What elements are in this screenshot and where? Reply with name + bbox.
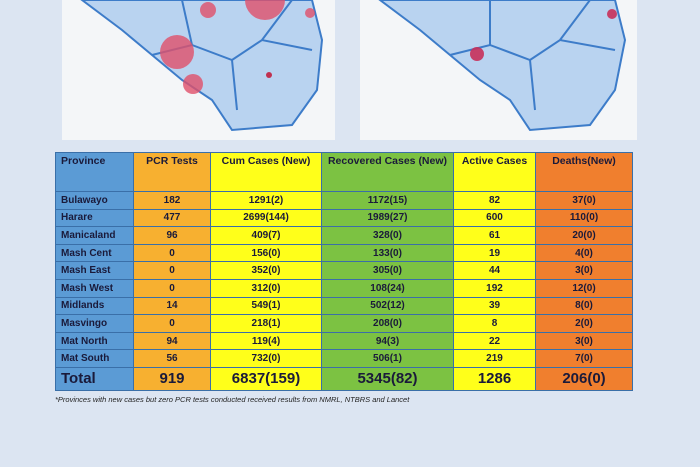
table-row: Total 919 6837(159) 5345(82) 1286 206(0) xyxy=(55,366,633,391)
table-cell: 56 xyxy=(133,349,211,368)
table-row: Mash West 0 312(0) 108(24) 192 12(0) xyxy=(55,278,633,298)
table-cell: Bulawayo xyxy=(55,191,134,210)
table-cell: 312(0) xyxy=(210,278,322,298)
footnote: *Provinces with new cases but zero PCR t… xyxy=(55,395,410,404)
table-cell: 1989(27) xyxy=(321,208,454,228)
table-cell: 328(0) xyxy=(321,226,454,245)
table-cell: 477 xyxy=(133,208,211,228)
table-row: Midlands 14 549(1) 502(12) 39 8(0) xyxy=(55,296,633,316)
table-cell: Manicaland xyxy=(55,226,134,245)
table-cell: 82 xyxy=(453,191,536,210)
table-row: Province PCR Tests Cum Cases (New) Recovere… xyxy=(55,152,633,192)
table-cell: 0 xyxy=(133,314,211,333)
table-cell: 352(0) xyxy=(210,261,322,280)
table-row: Mash East 0 352(0) 305(0) 44 3(0) xyxy=(55,261,633,280)
table-cell: 409(7) xyxy=(210,226,322,245)
table-cell: 3(0) xyxy=(535,261,633,280)
table-cell: 208(0) xyxy=(321,314,454,333)
header-cell: Recovered Cases (New) xyxy=(321,152,454,192)
table-row: Mash Cent 0 156(0) 133(0) 19 4(0) xyxy=(55,243,633,263)
table-row: Bulawayo 182 1291(2) 1172(15) 82 37(0) xyxy=(55,191,633,210)
table-cell: 7(0) xyxy=(535,349,633,368)
table-cell: 1291(2) xyxy=(210,191,322,210)
table-cell: 919 xyxy=(133,366,211,391)
table-row: Mat South 56 732(0) 506(1) 219 7(0) xyxy=(55,349,633,368)
header-cell: Province xyxy=(55,152,134,192)
table-cell: 206(0) xyxy=(535,366,633,391)
covid-table: Province PCR Tests Cum Cases (New) Recovere… xyxy=(55,152,633,391)
table-row: Manicaland 96 409(7) 328(0) 61 20(0) xyxy=(55,226,633,245)
table-cell: 506(1) xyxy=(321,349,454,368)
table-cell: 502(12) xyxy=(321,296,454,316)
table-cell: 0 xyxy=(133,243,211,263)
table-cell: 12(0) xyxy=(535,278,633,298)
table-cell: 182 xyxy=(133,191,211,210)
table-cell: Harare xyxy=(55,208,134,228)
table-cell: 3(0) xyxy=(535,331,633,351)
table-cell: 44 xyxy=(453,261,536,280)
table-cell: Mash West xyxy=(55,278,134,298)
header-cell: Deaths(New) xyxy=(535,152,633,192)
table-cell: 22 xyxy=(453,331,536,351)
table-cell: Total xyxy=(55,366,134,391)
table-cell: 2(0) xyxy=(535,314,633,333)
table-cell: 96 xyxy=(133,226,211,245)
table-cell: 39 xyxy=(453,296,536,316)
table-cell: 8 xyxy=(453,314,536,333)
table-cell: 156(0) xyxy=(210,243,322,263)
table-cell: 6837(159) xyxy=(210,366,322,391)
table-cell: 37(0) xyxy=(535,191,633,210)
table-cell: 14 xyxy=(133,296,211,316)
table-cell: Mash Cent xyxy=(55,243,134,263)
table-cell: Masvingo xyxy=(55,314,134,333)
table-cell: 133(0) xyxy=(321,243,454,263)
table-cell: 4(0) xyxy=(535,243,633,263)
table-cell: 19 xyxy=(453,243,536,263)
table-cell: 94(3) xyxy=(321,331,454,351)
map-cases xyxy=(62,0,335,140)
table-cell: 0 xyxy=(133,278,211,298)
table-cell: 600 xyxy=(453,208,536,228)
table-cell: 305(0) xyxy=(321,261,454,280)
table-cell: 110(0) xyxy=(535,208,633,228)
table-row: Mat North 94 119(4) 94(3) 22 3(0) xyxy=(55,331,633,351)
table-cell: 61 xyxy=(453,226,536,245)
table-cell: Midlands xyxy=(55,296,134,316)
table-cell: 5345(82) xyxy=(321,366,454,391)
table-cell: 108(24) xyxy=(321,278,454,298)
table-cell: 1286 xyxy=(453,366,536,391)
map-deaths xyxy=(360,0,637,140)
table-cell: 219 xyxy=(453,349,536,368)
table-cell: 20(0) xyxy=(535,226,633,245)
table-cell: 8(0) xyxy=(535,296,633,316)
table-cell: 94 xyxy=(133,331,211,351)
table-cell: Mash East xyxy=(55,261,134,280)
table-row: Harare 477 2699(144) 1989(27) 600 110(0) xyxy=(55,208,633,228)
table-cell: 218(1) xyxy=(210,314,322,333)
header-cell: Cum Cases (New) xyxy=(210,152,322,192)
table-row: Masvingo 0 218(1) 208(0) 8 2(0) xyxy=(55,314,633,333)
table-cell: 732(0) xyxy=(210,349,322,368)
table-cell: 2699(144) xyxy=(210,208,322,228)
table-cell: 549(1) xyxy=(210,296,322,316)
table-cell: 119(4) xyxy=(210,331,322,351)
header-cell: PCR Tests xyxy=(133,152,211,192)
table-cell: 0 xyxy=(133,261,211,280)
table-cell: Mat South xyxy=(55,349,134,368)
table-cell: 1172(15) xyxy=(321,191,454,210)
table-cell: Mat North xyxy=(55,331,134,351)
table-cell: 192 xyxy=(453,278,536,298)
header-cell: Active Cases xyxy=(453,152,536,192)
